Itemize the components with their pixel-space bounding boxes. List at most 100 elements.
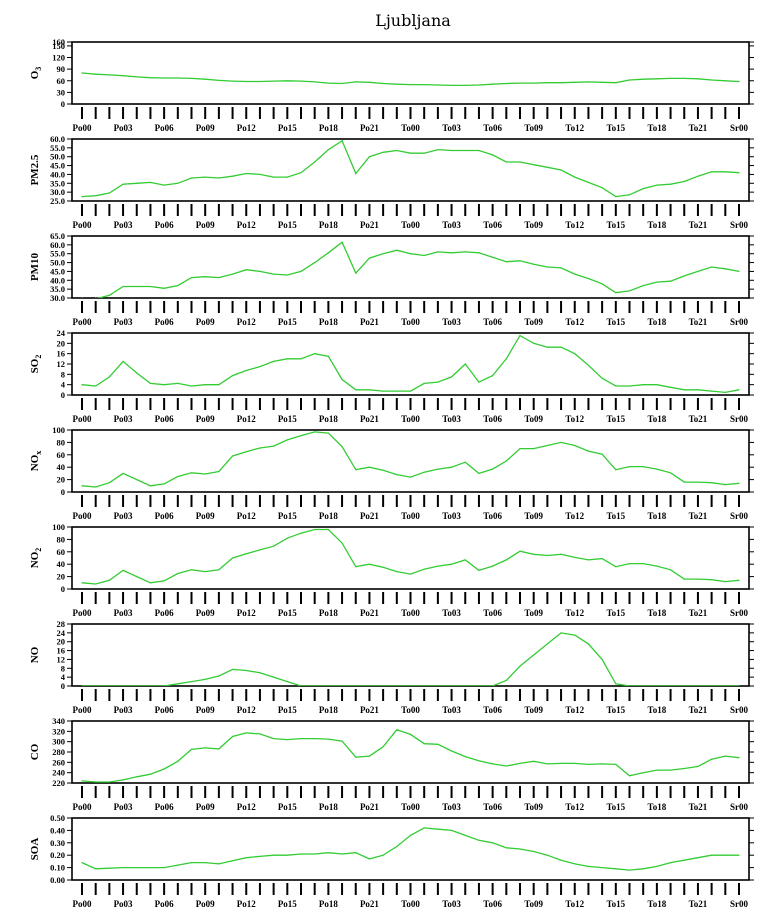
data-point xyxy=(738,854,740,856)
x-tick-label: Po12 xyxy=(237,123,256,133)
x-tick-label: To09 xyxy=(524,123,543,133)
data-point xyxy=(396,149,398,152)
y-tick-label: 0 xyxy=(61,99,65,109)
data-point xyxy=(697,578,699,580)
data-point xyxy=(656,281,658,283)
x-tick-label: To21 xyxy=(689,414,708,424)
panel-5: 0 20 40 60 80 100 NO2 Po00 Po03 Po06 Po09 Po12 Po15 P… xyxy=(29,522,754,618)
data-point xyxy=(136,479,138,481)
data-point xyxy=(273,676,275,678)
data-point xyxy=(314,81,316,83)
data-point xyxy=(327,355,329,357)
data-point xyxy=(478,149,480,152)
data-point xyxy=(218,384,220,386)
x-tick-label: To03 xyxy=(442,802,461,812)
x-tick-label: Po12 xyxy=(237,414,256,424)
x-tick-label: Po03 xyxy=(114,220,133,230)
data-point xyxy=(122,779,124,781)
x-tick-label: Po09 xyxy=(196,123,215,133)
data-point xyxy=(341,82,343,85)
data-point xyxy=(273,176,275,178)
data-point xyxy=(560,82,562,84)
x-tick-label: To09 xyxy=(524,414,543,424)
x-tick-label: Po00 xyxy=(73,511,92,521)
data-point xyxy=(711,579,713,581)
y-axis-label: NOx xyxy=(29,451,43,472)
data-point xyxy=(670,280,672,282)
data-point xyxy=(505,460,507,462)
data-point xyxy=(245,172,247,175)
x-tick-label: To12 xyxy=(565,511,584,521)
data-point xyxy=(601,377,603,379)
data-point xyxy=(478,839,480,841)
x-tick-label: To21 xyxy=(689,317,708,327)
series-line xyxy=(81,72,740,87)
y-tick-label: 90 xyxy=(57,64,66,74)
data-point xyxy=(519,260,521,262)
data-point xyxy=(464,834,466,837)
data-point xyxy=(245,669,247,672)
data-point xyxy=(615,469,617,471)
data-point xyxy=(122,285,124,288)
x-tick-label: Sr00 xyxy=(730,511,749,521)
x-tick-label: Po15 xyxy=(278,899,297,909)
data-point xyxy=(341,685,343,686)
data-point xyxy=(368,257,370,259)
y-tick-label: 55.0 xyxy=(50,143,65,153)
x-tick-label: To21 xyxy=(689,802,708,812)
data-point xyxy=(327,738,329,740)
x-tick-label: Po00 xyxy=(73,705,92,715)
y-axis-label-text: CO xyxy=(29,743,41,760)
data-point xyxy=(451,149,453,152)
data-point xyxy=(492,763,494,765)
data-point xyxy=(149,382,151,384)
data-point xyxy=(259,173,261,175)
data-point xyxy=(505,261,507,263)
data-point xyxy=(300,853,302,855)
data-point xyxy=(136,776,138,778)
data-point xyxy=(218,79,220,81)
data-point xyxy=(560,553,562,555)
data-point xyxy=(81,196,83,198)
data-point xyxy=(382,746,384,748)
data-point xyxy=(95,297,97,298)
x-tick-label: To06 xyxy=(483,220,502,230)
x-tick-label: Po12 xyxy=(237,511,256,521)
data-point xyxy=(601,867,603,869)
data-point xyxy=(587,81,590,83)
data-point xyxy=(451,252,453,254)
data-point xyxy=(204,276,206,278)
data-point xyxy=(232,557,234,559)
data-point xyxy=(122,183,124,185)
data-point xyxy=(382,854,384,856)
x-tick-label: Po03 xyxy=(114,317,133,327)
data-point xyxy=(163,287,165,289)
data-point xyxy=(368,81,370,83)
data-point xyxy=(628,775,631,777)
x-tick-label: Po00 xyxy=(73,123,92,133)
x-tick-label: Po12 xyxy=(237,608,256,618)
data-point xyxy=(232,375,234,377)
data-point xyxy=(628,290,631,292)
x-tick-label: Po12 xyxy=(237,899,256,909)
data-point xyxy=(108,192,110,194)
x-tick-label: Po06 xyxy=(155,899,174,909)
data-point xyxy=(533,164,535,166)
y-axis-label-text: NO xyxy=(29,551,41,568)
data-point xyxy=(478,685,480,686)
data-point xyxy=(273,445,275,447)
x-tick-label: Po00 xyxy=(73,899,92,909)
data-point xyxy=(724,80,726,82)
data-point xyxy=(546,82,549,84)
y-tick-label: 40.0 xyxy=(50,169,65,179)
data-point xyxy=(464,559,466,561)
x-tick-label: To06 xyxy=(483,802,502,812)
data-point xyxy=(656,384,658,386)
data-point xyxy=(724,391,726,393)
data-point xyxy=(656,769,658,771)
data-point xyxy=(587,763,590,766)
data-point xyxy=(505,161,507,163)
data-point xyxy=(574,444,576,447)
data-point xyxy=(396,685,398,686)
